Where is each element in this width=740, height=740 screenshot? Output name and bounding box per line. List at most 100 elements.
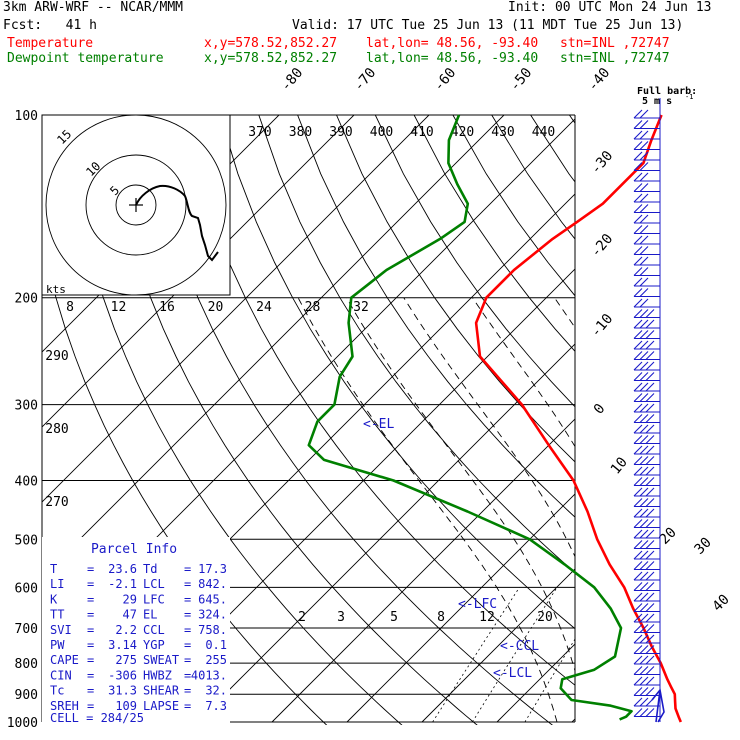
parcel-key: EL (143, 608, 157, 622)
parcel-value: 842. (198, 577, 227, 591)
pressure-label: 600 (15, 581, 38, 596)
wind-barb (639, 288, 649, 297)
wind-barb (645, 592, 655, 602)
theta-label-left: 280 (45, 422, 68, 437)
moist-adiabat-label: 32 (353, 300, 369, 315)
full-barb-unit: 5 m s (642, 96, 672, 107)
wind-barb (633, 330, 643, 339)
parcel-eq: = (184, 577, 191, 591)
moist-adiabat-label: 8 (66, 300, 74, 315)
wind-barb (645, 571, 655, 581)
level-label: <-LCL (493, 666, 532, 681)
wind-barb (639, 109, 649, 119)
moist-adiabat-label: 16 (159, 300, 175, 315)
parcel-value: 17.3 (198, 562, 227, 576)
parcel-value: 275 (115, 653, 137, 667)
parcel-eq: = (184, 608, 191, 622)
parcel-key: PW (50, 638, 65, 652)
dewpoint-station: stn=INL ,72747 (560, 51, 670, 66)
wind-barb (639, 151, 649, 161)
isotherm-label: -70 (351, 65, 380, 95)
parcel-value: 29 (123, 592, 137, 606)
parcel-value: 109 (115, 699, 137, 713)
wind-barb (645, 456, 655, 465)
wind-barb (639, 550, 649, 560)
wind-barb (633, 372, 643, 381)
wind-barb (639, 382, 649, 392)
theta-label: 380 (289, 125, 312, 140)
wind-barb (639, 393, 649, 402)
wind-barb (633, 162, 643, 171)
parcel-key: CIN (50, 668, 72, 682)
wind-barb (633, 193, 643, 203)
wind-barb (645, 340, 655, 350)
parcel-eq: = (184, 653, 191, 667)
wind-barb (633, 361, 643, 371)
wind-barb (639, 603, 649, 612)
parcel-eq: = (87, 577, 94, 591)
wind-barb (639, 519, 649, 528)
wind-barb (639, 466, 649, 476)
wind-barb (639, 435, 649, 444)
dry-adiabat (103, 115, 478, 725)
isotherm-line (42, 115, 355, 428)
mixing-ratio-label: 3 (337, 610, 345, 625)
parcel-eq: = (87, 608, 94, 622)
wind-barb (645, 645, 655, 654)
wind-barb (645, 435, 655, 444)
parcel-eq: = (184, 623, 191, 637)
moist-adiabat-label: 24 (256, 300, 272, 315)
hodograph-ring (115, 184, 157, 226)
parcel-eq: = (87, 653, 94, 667)
wind-barb (639, 183, 649, 192)
dry-adiabat (219, 115, 575, 630)
temperature-profile (474, 114, 683, 723)
pressure-label: 1000 (7, 716, 38, 731)
wind-barb (645, 372, 655, 381)
parcel-value: 31.3 (108, 684, 137, 698)
wind-barb (645, 414, 655, 423)
mixing-ratio-label: 2 (298, 610, 306, 625)
wind-barb (639, 298, 649, 308)
wind-barb-surface (651, 688, 665, 723)
hodograph-ring (45, 114, 227, 296)
isotherm-label: -50 (507, 65, 536, 95)
wind-barb (633, 540, 643, 549)
parcel-key: LCL (143, 577, 165, 591)
wind-barb (639, 582, 649, 591)
parcel-eq: = (184, 562, 191, 576)
wind-barb (633, 235, 643, 245)
wind-barb (645, 687, 655, 696)
wind-barb (645, 382, 655, 392)
parcel-eq: = (87, 638, 94, 652)
parcel-eq: = (87, 699, 94, 713)
wind-barb (639, 571, 649, 581)
parcel-key: LAPSE (143, 699, 179, 713)
wind-barb (639, 235, 649, 245)
parcel-eq: = (87, 562, 94, 576)
parcel-key: HWBZ (143, 668, 172, 682)
parcel-value: -2.1 (108, 577, 137, 591)
parcel-eq: = (184, 699, 191, 713)
wind-barb (633, 697, 643, 707)
wind-barb (645, 351, 655, 360)
wind-barb (633, 382, 643, 392)
theta-label: 400 (370, 125, 393, 140)
parcel-value: 3.14 (108, 638, 137, 652)
parcel-value: 23.6 (108, 562, 137, 576)
moist-adiabat (346, 297, 575, 673)
wind-barb (639, 403, 649, 413)
wind-barb (639, 204, 649, 213)
wind-barb (645, 403, 655, 413)
wind-barb (639, 319, 649, 329)
dry-adiabat (258, 115, 575, 574)
wind-barb (645, 529, 655, 539)
parcel-key: YGP (143, 638, 165, 652)
parcel-key: SWEAT (143, 653, 179, 667)
parcel-key: K (50, 592, 58, 606)
wind-barb (639, 708, 649, 717)
wind-barb (639, 225, 649, 234)
parcel-value: 4013. (191, 668, 227, 682)
